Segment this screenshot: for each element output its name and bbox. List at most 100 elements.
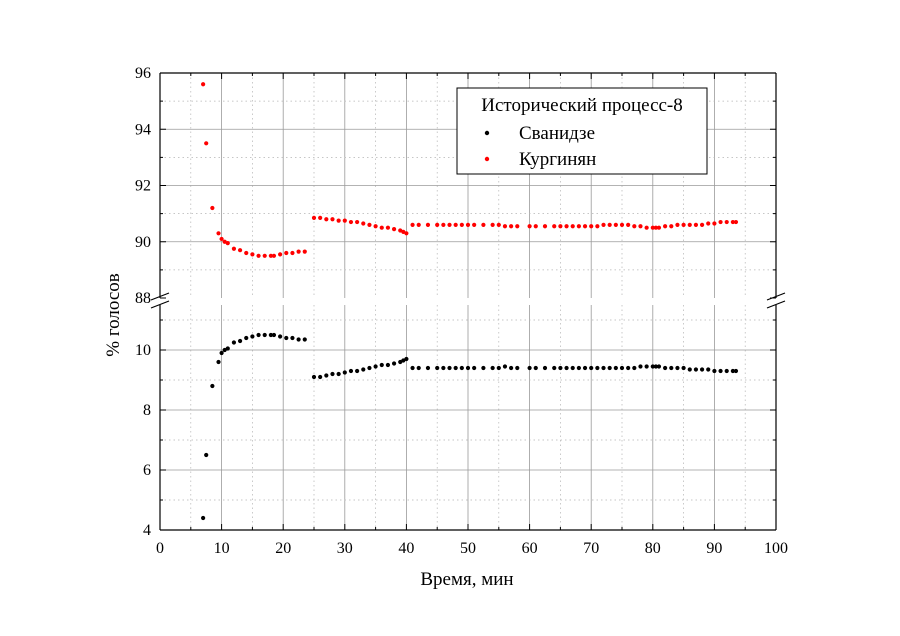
data-point (237, 338, 243, 344)
data-point (733, 368, 739, 374)
data-point (367, 222, 372, 227)
data-point (318, 374, 323, 380)
data-point (225, 241, 230, 246)
data-point (481, 222, 486, 227)
data-point (558, 224, 563, 229)
data-point (348, 368, 354, 374)
data-point (447, 365, 452, 371)
x-tick-label: 30 (337, 540, 353, 557)
data-point (465, 365, 471, 371)
data-point (342, 218, 347, 223)
y-tick-label: 96 (135, 65, 151, 82)
y-tick-label: 90 (135, 234, 151, 251)
data-point (237, 248, 243, 253)
data-point (582, 365, 588, 371)
data-point (201, 82, 206, 87)
data-point (302, 249, 307, 254)
data-point (404, 231, 409, 236)
data-point (385, 225, 391, 230)
data-point (453, 222, 458, 227)
data-point (355, 219, 360, 225)
data-point (613, 222, 618, 227)
legend: Исторический процесс-8 Сванидзе Кургинян (456, 87, 708, 175)
data-point (663, 224, 668, 229)
data-point (204, 141, 209, 146)
data-point (416, 365, 421, 371)
data-point (330, 371, 335, 377)
data-point (632, 224, 637, 229)
data-point (718, 219, 723, 225)
data-point (271, 253, 277, 258)
series-1 (201, 82, 739, 258)
data-point (542, 365, 548, 371)
data-point (638, 224, 643, 229)
data-point (693, 222, 699, 227)
data-point (435, 365, 440, 371)
y-tick-label: 6 (143, 462, 151, 479)
data-point (656, 225, 662, 230)
data-point (570, 365, 575, 371)
data-point (730, 368, 735, 374)
tick-labels: 0 10 20 30 40 50 60 70 80 90 100 88 90 92 94 96 4 6 8 10 (135, 65, 788, 557)
data-point (589, 365, 594, 371)
data-point (699, 222, 705, 227)
data-point (459, 222, 464, 227)
data-point (250, 334, 255, 339)
data-point (564, 365, 569, 371)
data-point (302, 337, 307, 342)
data-point (425, 222, 431, 227)
data-point (410, 365, 415, 371)
data-point (278, 252, 283, 257)
data-point (733, 219, 739, 225)
x-tick-label: 70 (583, 540, 599, 557)
data-point (509, 365, 514, 371)
data-point (619, 222, 625, 227)
axis-break-mark (150, 300, 170, 309)
data-point (336, 371, 341, 377)
data-point (607, 365, 612, 371)
x-tick-label: 40 (398, 540, 414, 557)
data-point (391, 226, 397, 232)
data-point (669, 365, 674, 371)
data-point (601, 222, 606, 227)
data-point (675, 222, 680, 227)
data-point (268, 332, 273, 338)
y-tick-label: 88 (135, 290, 151, 307)
data-point (502, 224, 508, 229)
data-point (296, 337, 301, 342)
y-tick-label: 94 (135, 121, 151, 138)
data-point (576, 224, 581, 229)
data-point (693, 367, 699, 372)
data-point (262, 332, 267, 338)
axis-break-mark (150, 292, 170, 301)
data-point (465, 222, 471, 227)
series-0 (201, 332, 739, 521)
data-point (216, 231, 221, 236)
data-point (706, 367, 711, 372)
data-point (644, 364, 649, 369)
data-point (271, 332, 277, 338)
data-point (453, 365, 458, 371)
data-point (244, 250, 249, 256)
data-point (201, 515, 206, 521)
data-point (391, 361, 397, 366)
legend-label-svanidze: Сванидзе (519, 123, 595, 144)
data-point (576, 365, 581, 371)
data-point (296, 249, 301, 254)
x-tick-label: 10 (214, 540, 230, 557)
data-point (724, 219, 729, 225)
data-point (730, 219, 735, 225)
legend-title: Исторический процесс-8 (481, 95, 683, 116)
data-point (250, 252, 255, 257)
data-point (311, 374, 317, 380)
data-point (256, 332, 261, 338)
data-point (626, 222, 631, 227)
data-points (201, 82, 739, 521)
x-tick-label: 50 (460, 540, 476, 557)
data-point (355, 368, 360, 374)
data-point (669, 224, 674, 229)
data-point (231, 246, 237, 251)
data-point (348, 219, 354, 225)
data-point (656, 364, 662, 369)
data-point (225, 346, 230, 351)
